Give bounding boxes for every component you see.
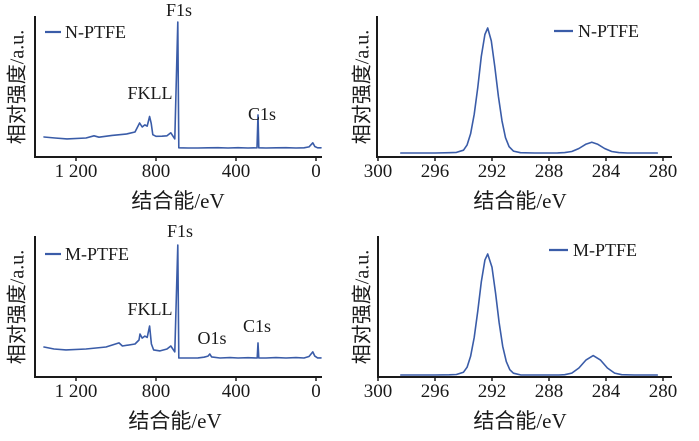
m-ptfe-c1s-tick-label: 300 — [363, 381, 393, 402]
n-ptfe-survey-x-axis-title: 结合能/eV — [131, 189, 225, 213]
n-ptfe-c1s-tick-label: 296 — [420, 161, 450, 182]
m-ptfe-c1s-curve — [399, 253, 659, 376]
m-ptfe-survey-peak-label-c1s: C1s — [242, 316, 272, 336]
n-ptfe-survey-peak-label-fkll: FKLL — [127, 83, 173, 103]
m-ptfe-c1s-tick-label: 296 — [420, 381, 450, 402]
m-ptfe-survey-tick-label: 800 — [141, 381, 171, 402]
m-ptfe-survey-legend-label: M-PTFE — [65, 244, 130, 264]
m-ptfe-c1s-y-axis-title: 相对强度/a.u. — [351, 249, 374, 365]
n-ptfe-c1s-x-axis-title: 结合能/eV — [473, 189, 567, 213]
n-ptfe-survey-legend-label: N-PTFE — [65, 22, 127, 42]
n-ptfe-survey-y-axis-title: 相对强度/a.u. — [6, 29, 29, 145]
n-ptfe-survey-curve — [43, 21, 322, 149]
n-ptfe-c1s-curve — [399, 27, 659, 154]
n-ptfe-c1s-tick-label: 288 — [534, 161, 564, 182]
m-ptfe-survey-axes — [34, 236, 322, 378]
m-ptfe-c1s-tick-label: 292 — [477, 381, 507, 402]
n-ptfe-survey-tick-label: 1 200 — [54, 161, 98, 182]
n-ptfe-survey-peak-label-c1s: C1s — [247, 104, 277, 124]
m-ptfe-survey-peak-label-f1s: F1s — [166, 221, 194, 241]
m-ptfe-c1s-tick-label: 280 — [648, 381, 678, 402]
m-ptfe-c1s-x-axis-title: 结合能/eV — [473, 409, 567, 433]
m-ptfe-c1s-legend-label: M-PTFE — [573, 240, 638, 260]
m-ptfe-survey-x-axis-title: 结合能/eV — [128, 409, 222, 433]
m-ptfe-survey-peak-label-fkll: FKLL — [127, 299, 173, 319]
m-ptfe-survey-curve — [43, 244, 322, 359]
m-ptfe-survey-tick-label: 0 — [311, 381, 321, 402]
n-ptfe-survey-tick-label: 0 — [311, 161, 321, 182]
m-ptfe-c1s-tick-label: 288 — [534, 381, 564, 402]
m-ptfe-survey-tick-label: 400 — [221, 381, 251, 402]
n-ptfe-c1s-axes — [376, 16, 672, 158]
n-ptfe-c1s-tick-label: 284 — [591, 161, 621, 182]
n-ptfe-survey-peak-label-f1s: F1s — [165, 0, 193, 20]
n-ptfe-survey-tick-label: 800 — [141, 161, 171, 182]
n-ptfe-c1s-legend-label: N-PTFE — [578, 21, 640, 41]
n-ptfe-c1s-tick-label: 280 — [648, 161, 678, 182]
n-ptfe-survey-tick-label: 400 — [221, 161, 251, 182]
m-ptfe-survey-tick-label: 1 200 — [54, 381, 98, 402]
n-ptfe-c1s-tick-label: 292 — [477, 161, 507, 182]
m-ptfe-c1s-tick-label: 284 — [591, 381, 621, 402]
n-ptfe-survey-axes — [34, 16, 322, 158]
n-ptfe-c1s-y-axis-title: 相对强度/a.u. — [351, 29, 374, 145]
n-ptfe-c1s-tick-label: 300 — [363, 161, 393, 182]
m-ptfe-survey-peak-label-o1s: O1s — [197, 328, 227, 348]
m-ptfe-survey-y-axis-title: 相对强度/a.u. — [6, 249, 29, 365]
